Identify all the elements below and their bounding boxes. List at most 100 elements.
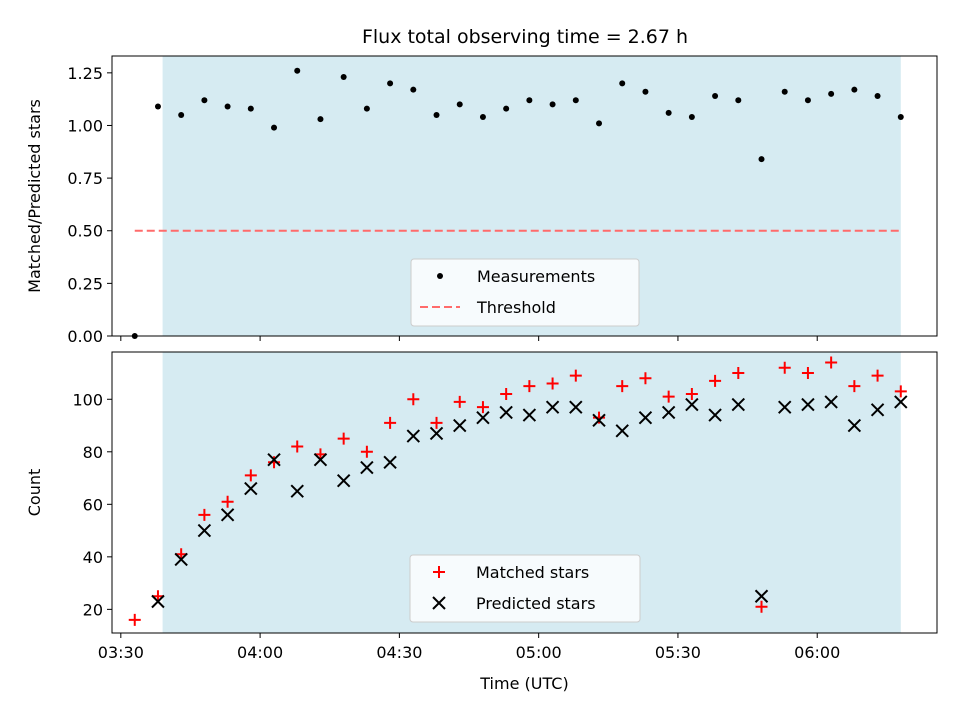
measurement-point xyxy=(479,114,486,121)
predicted-stars-point xyxy=(708,408,722,422)
legend-box xyxy=(409,554,641,623)
y-tick-label: 0.50 xyxy=(67,222,103,241)
predicted-stars-point xyxy=(569,400,583,414)
predicted-stars-point xyxy=(290,484,304,498)
matched-stars-point xyxy=(894,385,907,398)
x-tick-label: 04:30 xyxy=(376,643,422,662)
measurement-point xyxy=(131,333,138,339)
legend-label: Matched stars xyxy=(476,563,589,582)
measurement-point xyxy=(410,86,417,93)
y-tick-label: 40 xyxy=(83,548,103,567)
x-tick-label: 05:30 xyxy=(655,643,701,662)
matched-stars-point xyxy=(685,388,698,401)
predicted-stars-point xyxy=(545,400,560,414)
y-tick-label: 0.75 xyxy=(67,169,103,188)
y-tick-label: 0.00 xyxy=(67,327,103,346)
legend-box xyxy=(410,258,640,327)
measurement-point xyxy=(201,97,208,104)
y-tick-label: 1.00 xyxy=(67,116,103,135)
matched-stars-point xyxy=(407,393,420,406)
top-panel: 0.00 0.25 0.50 0.75 1.00 1.25 Matched/Predicte… xyxy=(25,55,938,346)
predicted-stars-point xyxy=(429,426,444,441)
y-tick-label: 1.25 xyxy=(67,64,103,83)
predicted-stars-point xyxy=(406,429,421,443)
matched-stars-point xyxy=(291,440,304,453)
predicted-stars-point xyxy=(824,395,838,409)
matched-stars-point xyxy=(384,416,397,429)
measurement-point xyxy=(271,124,278,131)
predicted-stars-point xyxy=(801,397,815,412)
predicted-stars-point xyxy=(592,413,606,427)
axes-frame xyxy=(111,351,938,634)
axes-frame xyxy=(111,55,938,337)
predicted-stars-point xyxy=(313,452,328,467)
predicted-stars-point xyxy=(615,424,629,438)
matched-stars-point xyxy=(430,416,443,429)
matched-stars-point xyxy=(546,377,559,390)
predicted-stars-point xyxy=(685,397,699,412)
matched-stars-point xyxy=(198,508,211,521)
matched-stars-point xyxy=(360,445,373,458)
y-axis-label: Matched/Predicted stars xyxy=(25,99,44,293)
predicted-stars-point xyxy=(638,410,653,425)
legend-label: Measurements xyxy=(477,267,595,286)
legend-label: Threshold xyxy=(476,298,556,317)
matched-stars-point xyxy=(337,432,350,445)
matched-stars-point xyxy=(128,613,141,626)
measurement-point xyxy=(178,111,185,118)
predicted-stars-point xyxy=(661,405,676,420)
y-tick-label: 60 xyxy=(83,495,103,514)
predicted-stars-point xyxy=(847,418,862,433)
y-axis-label: Count xyxy=(25,469,44,517)
measurement-point xyxy=(363,105,370,112)
measurement-point xyxy=(387,80,394,87)
matched-stars-point xyxy=(244,469,257,482)
matched-stars-point xyxy=(616,380,629,393)
x-tick-label: 05:00 xyxy=(516,643,562,662)
measurement-point xyxy=(503,105,510,112)
y-tick-label: 20 xyxy=(83,600,103,619)
measurement-point xyxy=(851,86,858,93)
legend-measurement-marker xyxy=(437,273,443,279)
measurement-point xyxy=(804,97,811,104)
predicted-stars-point xyxy=(453,418,467,433)
predicted-stars-point xyxy=(197,523,212,538)
measurement-point xyxy=(897,114,904,121)
predicted-stars-point xyxy=(731,397,746,412)
measurement-point xyxy=(874,93,881,99)
measurement-point xyxy=(154,103,161,110)
matched-stars-point xyxy=(732,367,745,380)
predicted-stars-point xyxy=(476,410,490,425)
matched-stars-point xyxy=(500,388,513,401)
predicted-stars-point xyxy=(360,460,374,475)
x-tick-label: 04:00 xyxy=(237,643,283,662)
predicted-stars-point xyxy=(267,452,281,467)
matched-stars-point xyxy=(825,356,838,369)
matched-stars-point xyxy=(221,495,234,508)
measurement-point xyxy=(758,156,765,163)
legend-matched-marker xyxy=(433,566,445,578)
matched-stars-point xyxy=(755,600,768,613)
predicted-stars-point xyxy=(894,395,908,409)
measurement-point xyxy=(619,80,626,87)
matched-stars-point xyxy=(848,380,861,393)
x-tick-label: 03:30 xyxy=(98,643,144,662)
y-tick-label: 100 xyxy=(72,390,103,409)
matched-stars-point xyxy=(453,395,466,408)
matched-stars-point xyxy=(801,367,814,380)
measurement-point xyxy=(340,74,347,81)
measurement-point xyxy=(456,101,463,108)
measurement-point xyxy=(735,97,742,104)
measurement-point xyxy=(224,103,231,110)
measurement-point xyxy=(665,109,672,116)
matched-stars-point xyxy=(709,374,722,387)
predicted-stars-point xyxy=(174,552,188,567)
legend-label: Predicted stars xyxy=(476,594,596,613)
y-tick-label: 80 xyxy=(83,443,103,462)
matched-stars-point xyxy=(569,369,582,382)
predicted-stars-point xyxy=(383,455,397,470)
predicted-stars-point xyxy=(870,403,885,417)
measurement-point xyxy=(526,97,533,104)
predicted-stars-point xyxy=(499,405,513,420)
